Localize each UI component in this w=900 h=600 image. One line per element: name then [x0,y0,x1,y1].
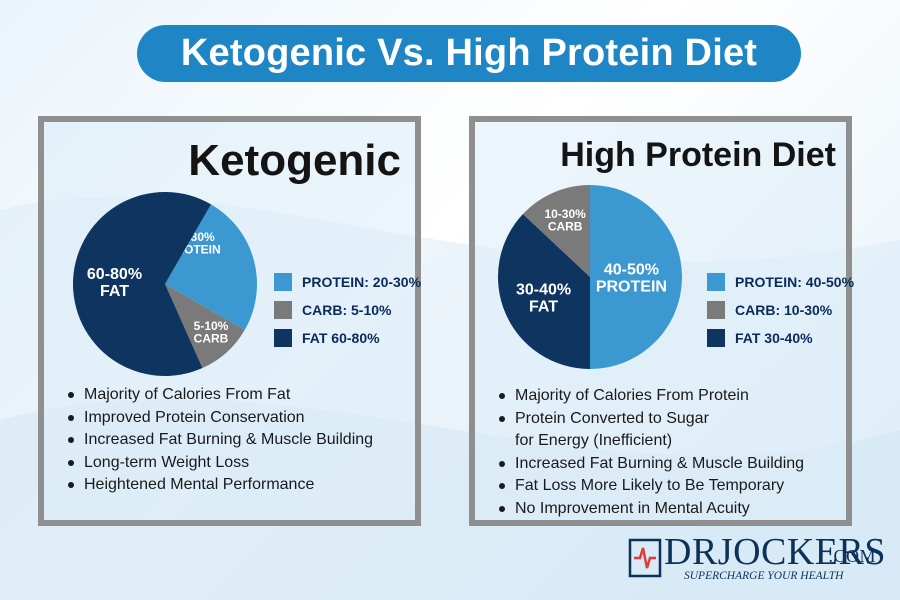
list-item-line: Increased Fat Burning & Muscle Building [515,454,805,472]
pie-slice-protein [165,204,257,330]
pie-label-carb: 5-10% CARB [194,319,229,346]
high-protein-panel: High Protein Diet 40-50% PROTEIN 30-40% FAT… [469,116,854,526]
legend-swatch-fat [707,329,725,347]
legend-swatch-fat [274,329,292,347]
pie-label-carb: 10-30% CARB [544,207,586,234]
logo-suffix: .COM [828,546,876,566]
pie-slice-fat [498,214,590,369]
legend-item-fat: FAT 30-40% [707,328,854,348]
legend-label: FAT 30-40% [735,330,813,346]
legend-swatch-protein [707,273,725,291]
pie-label-fat: 30-40% FAT [516,282,571,316]
list-item: No Improvement in Mental Acuity [497,498,804,521]
legend-swatch-protein [274,273,292,291]
list-item: Long-term Weight Loss [66,452,373,475]
pie-slice-carb [522,185,590,277]
legend-label: CARB: 5-10% [302,302,392,318]
list-item: Improved Protein Conservation [66,407,373,430]
list-item: Increased Fat Burning & Muscle Building [497,453,804,476]
legend-item-carb: CARB: 10-30% [707,300,854,320]
list-item-line: Majority of Calories From Protein [515,387,749,404]
pie-slice-carb [165,284,245,369]
legend-swatch-carb [707,301,725,319]
list-item: Increased Fat Burning & Muscle Building [66,429,373,452]
list-item-line: Protein Converted to Sugar [515,409,709,427]
list-item-line: Fat Loss More Likely to Be Temporary [515,477,785,494]
list-item-line: No Improvement in Mental Acuity [515,499,750,517]
pie-slice-protein [590,185,682,369]
drjockers-logo: DRJOCKERS .COM SUPERCHARGE YOUR HEALTH [628,530,886,586]
high-protein-effects-list: Majority of Calories From Protein Protein… [497,385,804,520]
high-protein-pie-chart: 40-50% PROTEIN 30-40% FAT 10-30% CARB [498,185,682,369]
list-item: Protein Converted to Sugar for Energy (In… [497,408,804,453]
ketogenic-panel: Ketogenic 20-30% PROTEIN 5-10% CARB 60-80% FA… [38,116,421,526]
legend-label: FAT 60-80% [302,330,380,346]
list-item: Fat Loss More Likely to Be Temporary [497,475,804,498]
pie-label-protein: 40-50% PROTEIN [596,262,667,296]
legend-item-fat: FAT 60-80% [274,328,421,348]
page-title: Ketogenic Vs. High Protein Diet [137,25,801,82]
logo-name: DRJOCKERS [664,531,886,573]
logo-mark-icon [628,538,662,578]
legend-swatch-carb [274,301,292,319]
list-item: Heightened Mental Performance [66,474,373,497]
pie-slice-fat [73,192,211,376]
legend-label: PROTEIN: 40-50% [735,274,855,290]
high-protein-title: High Protein Diet [560,136,836,174]
ketogenic-benefits-list: Majority of Calories From Fat Improved P… [66,384,373,497]
legend-item-carb: CARB: 5-10% [274,300,421,320]
ketogenic-title: Ketogenic [188,136,401,185]
legend-label: CARB: 10-30% [735,302,833,318]
high-protein-legend: PROTEIN: 40-50% CARB: 10-30% FAT 30-40% [707,272,854,356]
logo-tagline: SUPERCHARGE YOUR HEALTH [684,570,844,582]
legend-item-protein: PROTEIN: 40-50% [707,272,854,292]
legend-label: PROTEIN: 20-30% [302,274,422,290]
list-item-line: for Energy (Inefficient) [515,432,673,449]
ketogenic-legend: PROTEIN: 20-30% CARB: 5-10% FAT 60-80% [274,272,421,356]
pie-label-fat: 60-80% FAT [87,266,142,300]
legend-item-protein: PROTEIN: 20-30% [274,272,421,292]
list-item: Majority of Calories From Protein [497,385,804,408]
list-item: Majority of Calories From Fat [66,384,373,407]
